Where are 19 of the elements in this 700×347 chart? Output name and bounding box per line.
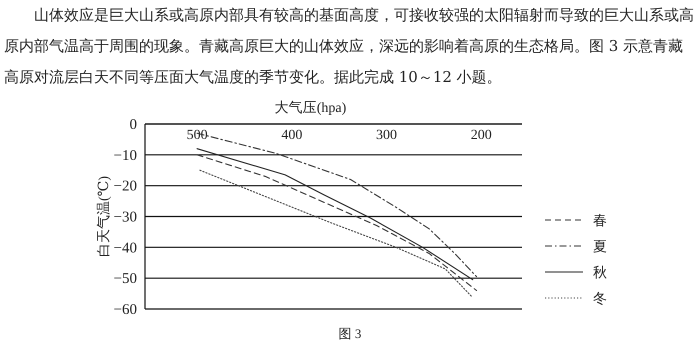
legend-label: 秋	[593, 265, 607, 281]
y-axis-title: 白天气温(℃)	[96, 176, 112, 257]
y-tick-label: −60	[114, 302, 137, 318]
y-tick-label: −40	[114, 240, 137, 256]
x-tick-label: 300	[376, 128, 398, 143]
x-axis-title: 大气压(hpa)	[274, 100, 347, 116]
legend-label: 春	[593, 213, 607, 229]
legend-label: 冬	[593, 291, 607, 307]
x-tick-label: 200	[470, 128, 492, 143]
y-tick-label: −50	[114, 271, 137, 288]
legend-label: 夏	[593, 240, 607, 255]
y-tick-label: 0	[130, 117, 137, 133]
caption: 图 3	[338, 326, 362, 341]
y-tick-label: −10	[114, 148, 137, 164]
y-tick-label: −20	[114, 178, 137, 195]
x-tick-label: 500	[186, 128, 208, 143]
text: 山体效应是巨大山系或高原内部具有较高的基面高度，可接收较强的太阳辐射而导致的巨大山系或高原内部气温高于周围的现象。青藏高原巨大的山体效应，深远的影响着高原的生态格局。图 3 示意青藏高原对流层白天不同等压面大气温度的季节变化。据此完成 10～12 小题。	[4, 5, 695, 88]
y-tick-label: −30	[114, 210, 137, 226]
x-tick-label: 400	[281, 128, 302, 143]
